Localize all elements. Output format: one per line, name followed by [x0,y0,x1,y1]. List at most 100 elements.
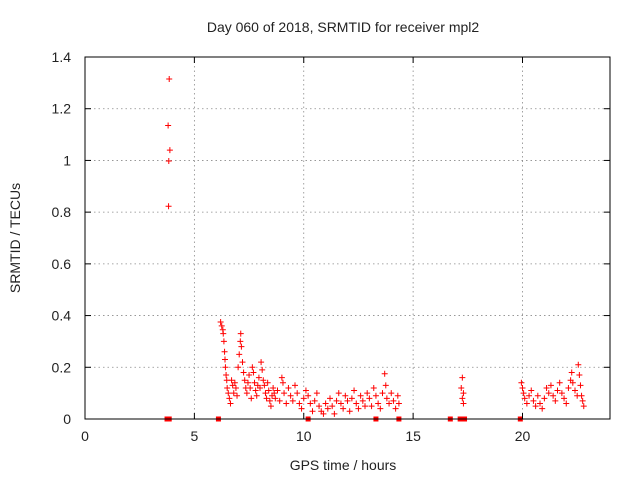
data-point [392,405,399,412]
data-point [228,377,235,384]
data-point [576,372,583,379]
data-point [278,374,285,381]
data-point [459,374,466,381]
data-point [575,361,582,368]
data-point [381,370,388,377]
data-point [572,387,578,394]
y-tick-label: 0 [63,411,71,427]
data-point [375,400,382,407]
data-point [166,147,173,154]
data-point [530,397,537,404]
data-point [272,395,279,402]
data-point [534,392,541,399]
data-point [335,390,342,397]
data-point [218,322,225,329]
data-point [251,379,258,386]
data-point [561,395,568,402]
data-point [550,392,557,399]
data-point [528,387,535,394]
data-point [257,384,263,391]
data-point [311,397,318,404]
data-point [377,405,384,412]
data-point [324,405,331,412]
data-point [541,395,548,402]
data-point [225,390,232,397]
data-point [232,384,239,391]
data-point [285,384,292,391]
data-point [388,390,395,397]
data-points [164,75,587,422]
data-point [368,403,375,410]
data-point [243,390,250,397]
data-point [333,397,340,404]
data-point [355,405,362,412]
data-point [166,75,173,82]
y-tick-label: 0.6 [52,256,72,272]
data-point [395,400,402,407]
data-point [260,377,267,384]
grid-lines [85,57,610,419]
data-point [241,377,248,384]
data-point [362,403,368,410]
data-point [276,397,283,404]
x-tick-label: 10 [296,428,312,444]
data-point [556,379,563,386]
data-point [337,400,344,407]
data-point [300,395,307,402]
data-point [223,372,230,379]
axis-ticks [84,56,610,420]
data-point [382,382,389,389]
data-point [264,379,271,386]
data-point [316,403,323,410]
data-point [250,369,257,376]
data-point [577,382,584,389]
data-point [532,403,539,410]
data-point [327,395,333,402]
data-point [313,390,320,397]
data-point [521,395,528,402]
y-tick-labels: 0 0.2 0.4 0.6 0.8 1 1.2 1.4 [52,49,72,427]
data-point [458,384,465,391]
data-point [226,395,233,402]
data-point [578,392,585,399]
data-point [294,390,301,397]
data-point [259,366,266,373]
y-axis-label: SRMTID / TECUs [7,183,23,293]
data-point [221,348,228,355]
data-point [539,405,546,412]
data-point [342,392,349,399]
data-point [271,390,278,397]
data-point [239,359,246,366]
data-point [267,403,274,410]
data-point [261,382,268,389]
data-point [351,387,358,394]
y-tick-label: 1.4 [52,49,72,65]
data-point [220,338,227,345]
data-point [262,390,269,397]
y-tick-label: 0.2 [52,359,72,375]
data-point [222,356,228,363]
data-point [558,390,565,397]
data-point [305,392,312,399]
data-point [519,384,526,391]
data-point [552,397,559,404]
x-tick-label: 20 [515,428,531,444]
data-point [165,203,172,210]
data-point [523,400,530,407]
data-point [296,400,303,407]
data-point [545,390,552,397]
data-point [460,400,467,407]
data-point [554,387,561,394]
data-point [353,400,360,407]
data-point [309,408,316,415]
data-point [379,390,386,397]
data-point [563,400,570,407]
x-tick-label: 5 [190,428,198,444]
data-point [390,397,397,404]
y-tick-label: 0.4 [52,308,72,324]
data-point [344,397,351,404]
plot-frame [84,56,611,420]
data-point [386,400,393,407]
x-axis-label: GPS time / hours [290,457,397,473]
y-tick-label: 1 [63,152,71,168]
